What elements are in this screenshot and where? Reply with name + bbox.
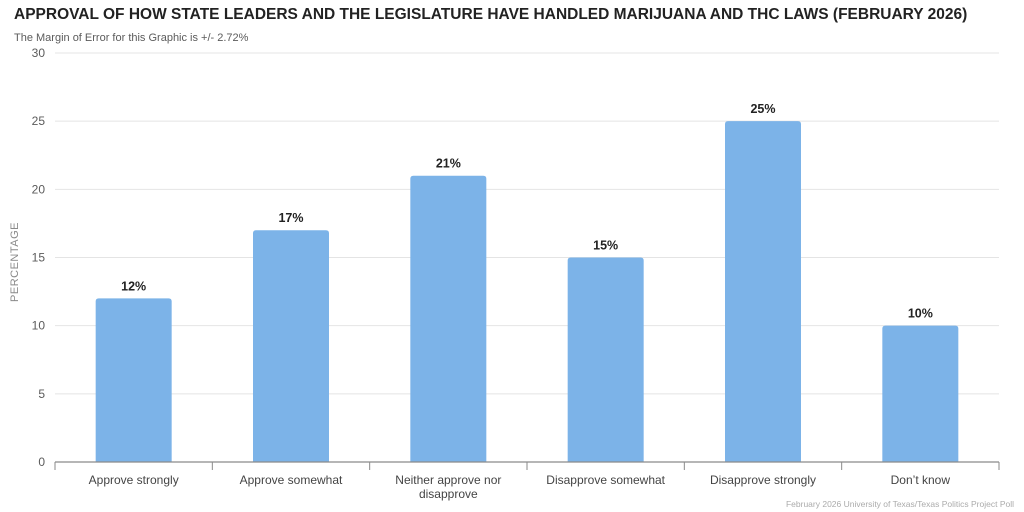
svg-text:21%: 21% [436, 157, 461, 171]
svg-text:PERCENTAGE: PERCENTAGE [9, 222, 21, 302]
svg-text:12%: 12% [121, 279, 146, 293]
svg-text:February 2026 University of Te: February 2026 University of Texas/Texas … [786, 499, 1014, 509]
svg-text:25%: 25% [750, 102, 775, 116]
svg-text:Disapprove somewhat: Disapprove somewhat [546, 473, 665, 487]
svg-text:Don’t know: Don’t know [891, 473, 951, 487]
svg-text:17%: 17% [278, 211, 303, 225]
svg-text:15: 15 [32, 251, 46, 265]
svg-text:25: 25 [32, 114, 46, 128]
svg-text:disapprove: disapprove [419, 487, 478, 501]
svg-text:Disapprove strongly: Disapprove strongly [710, 473, 816, 487]
svg-text:Neither approve nor: Neither approve nor [395, 473, 501, 487]
svg-text:Approve somewhat: Approve somewhat [240, 473, 343, 487]
svg-text:5: 5 [38, 387, 45, 401]
svg-text:0: 0 [38, 455, 45, 469]
svg-text:30: 30 [32, 46, 46, 60]
svg-text:20: 20 [32, 182, 46, 196]
svg-text:15%: 15% [593, 239, 618, 253]
svg-text:10: 10 [32, 319, 46, 333]
svg-text:10%: 10% [908, 307, 933, 321]
svg-text:Approve strongly: Approve strongly [89, 473, 179, 487]
